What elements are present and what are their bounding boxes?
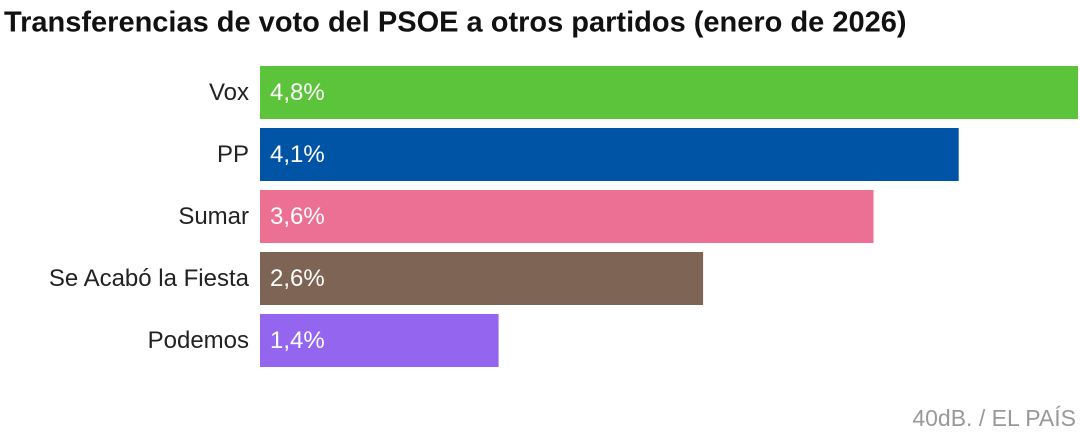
value-label: 4,8% bbox=[270, 79, 325, 106]
bar bbox=[260, 190, 874, 243]
bar bbox=[260, 314, 499, 367]
bar bbox=[260, 128, 959, 181]
bar bbox=[260, 66, 1078, 119]
category-label: Podemos bbox=[148, 327, 249, 354]
category-label: Vox bbox=[209, 79, 249, 106]
value-label: 4,1% bbox=[270, 141, 325, 168]
category-label: Sumar bbox=[178, 203, 249, 230]
value-label: 1,4% bbox=[270, 327, 325, 354]
chart-title: Transferencias de voto del PSOE a otros … bbox=[4, 7, 907, 39]
value-label: 3,6% bbox=[270, 203, 325, 230]
source: 40dB. / EL PAÍS bbox=[912, 405, 1076, 431]
category-label: Se Acabó la Fiesta bbox=[49, 265, 250, 292]
bar bbox=[260, 252, 704, 305]
value-label: 2,6% bbox=[270, 265, 325, 292]
category-label: PP bbox=[217, 141, 249, 168]
